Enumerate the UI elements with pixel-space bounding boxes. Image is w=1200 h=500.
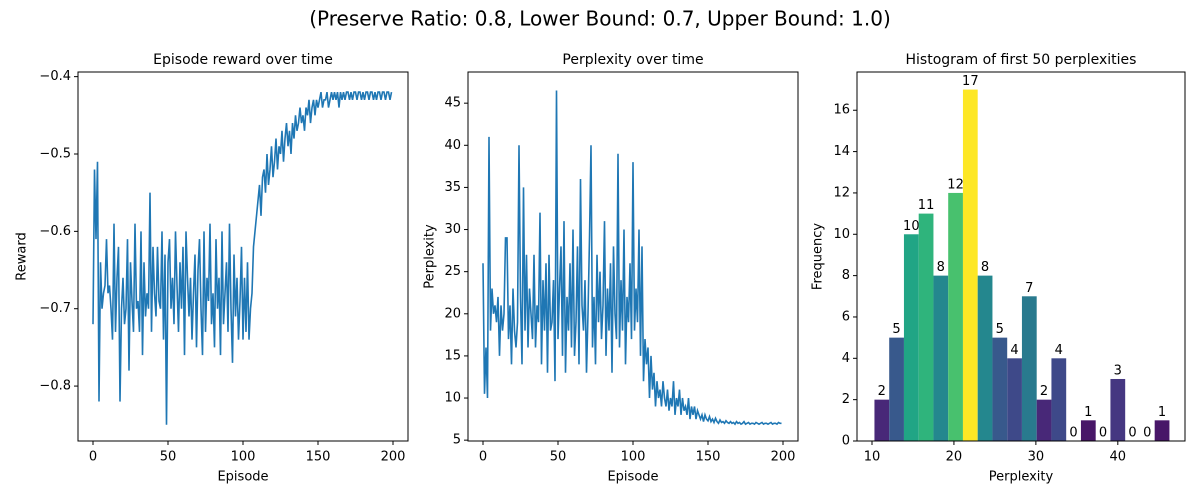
x-tick-label: 10 — [864, 450, 881, 465]
x-tick-label: 150 — [306, 450, 331, 465]
data-line — [482, 90, 782, 426]
y-tick-label: 14 — [833, 144, 850, 159]
bar-value-label: 0 — [1143, 426, 1151, 441]
data-line — [92, 91, 393, 425]
x-tick-label: 50 — [550, 450, 567, 465]
y-tick-label: 5 — [453, 433, 461, 448]
x-tick-label: 150 — [696, 450, 721, 465]
x-tick-label: 200 — [771, 450, 796, 465]
y-tick-label: −0.7 — [39, 301, 71, 316]
bar-value-label: 8 — [937, 260, 945, 275]
axes-title: Histogram of first 50 perplexities — [906, 52, 1137, 68]
y-axis-label: Reward — [15, 232, 30, 280]
bar-value-label: 8 — [981, 260, 989, 275]
y-tick-label: 45 — [444, 96, 461, 111]
axes-frame — [856, 71, 1186, 442]
y-tick-label: 35 — [444, 180, 461, 195]
bar-value-label: 2 — [1040, 384, 1048, 399]
bar-value-label: 3 — [1114, 363, 1122, 378]
bar-value-label: 7 — [1025, 281, 1033, 296]
bar-value-label: 1 — [1084, 405, 1092, 420]
x-tick-label: 50 — [160, 450, 177, 465]
bar-value-label: 0 — [1099, 426, 1107, 441]
x-tick-label: 30 — [1028, 450, 1045, 465]
figure-title: (Preserve Ratio: 0.8, Lower Bound: 0.7, … — [309, 7, 891, 31]
y-axis-label: Frequency — [811, 223, 826, 290]
histogram-bar — [1110, 378, 1126, 441]
histogram-bar — [1021, 296, 1037, 441]
y-tick-label: −0.8 — [39, 379, 71, 394]
y-tick-label: 10 — [444, 391, 461, 406]
x-tick-label: 100 — [621, 450, 646, 465]
histogram-bar — [1036, 399, 1052, 441]
x-tick-label: 0 — [479, 450, 487, 465]
x-axis-label: Perplexity — [989, 470, 1054, 485]
bar-value-label: 0 — [1069, 426, 1077, 441]
y-tick-label: 16 — [833, 103, 850, 118]
axes-title: Episode reward over time — [153, 52, 333, 68]
y-tick-label: 25 — [444, 264, 461, 279]
y-tick-label: 15 — [444, 348, 461, 363]
y-tick-label: 40 — [444, 138, 461, 153]
bar-value-label: 12 — [947, 177, 964, 192]
histogram-bar — [948, 192, 963, 441]
histogram-bar — [874, 399, 890, 441]
y-tick-label: 4 — [842, 351, 850, 366]
y-tick-label: 20 — [444, 306, 461, 321]
bar-value-label: 10 — [903, 219, 920, 234]
bar-value-label: 2 — [878, 384, 886, 399]
histogram-bar — [1080, 420, 1096, 441]
histogram-bar — [918, 213, 934, 441]
axes-frame — [467, 71, 799, 442]
axes-title: Perplexity over time — [562, 52, 703, 68]
x-tick-label: 100 — [231, 450, 256, 465]
y-tick-label: 30 — [444, 222, 461, 237]
x-tick-label: 200 — [381, 450, 406, 465]
bar-value-label: 5 — [996, 322, 1004, 337]
y-axis-label: Perplexity — [423, 224, 438, 289]
y-tick-label: 2 — [842, 392, 850, 407]
x-tick-label: 40 — [1110, 450, 1127, 465]
axes-frame — [77, 71, 409, 442]
y-tick-label: 6 — [842, 309, 850, 324]
y-tick-label: −0.5 — [39, 147, 71, 162]
y-tick-label: −0.6 — [39, 224, 71, 239]
bar-value-label: 11 — [918, 198, 935, 213]
bar-value-label: 17 — [962, 74, 979, 89]
bar-value-label: 4 — [1010, 343, 1018, 358]
histogram-bar — [903, 234, 919, 441]
bar-value-label: 0 — [1128, 426, 1136, 441]
histogram-bar — [1154, 420, 1170, 441]
bar-value-label: 5 — [892, 322, 900, 337]
y-tick-label: 0 — [842, 434, 850, 449]
x-axis-label: Episode — [217, 470, 268, 485]
y-tick-label: 12 — [833, 185, 850, 200]
histogram-bar — [889, 337, 904, 441]
bar-value-label: 4 — [1055, 343, 1063, 358]
x-tick-label: 0 — [89, 450, 97, 465]
bar-value-label: 1 — [1158, 405, 1166, 420]
y-tick-label: 10 — [833, 227, 850, 242]
x-tick-label: 20 — [946, 450, 963, 465]
y-tick-label: 8 — [842, 268, 850, 283]
x-axis-label: Episode — [607, 470, 658, 485]
histogram-bar — [962, 89, 978, 442]
y-tick-label: −0.4 — [39, 69, 71, 84]
histogram-bar — [1007, 358, 1022, 441]
histogram-bar — [977, 275, 993, 441]
histogram-bar — [933, 275, 949, 441]
histogram-bar — [1051, 358, 1067, 441]
histogram-bar — [992, 337, 1008, 441]
